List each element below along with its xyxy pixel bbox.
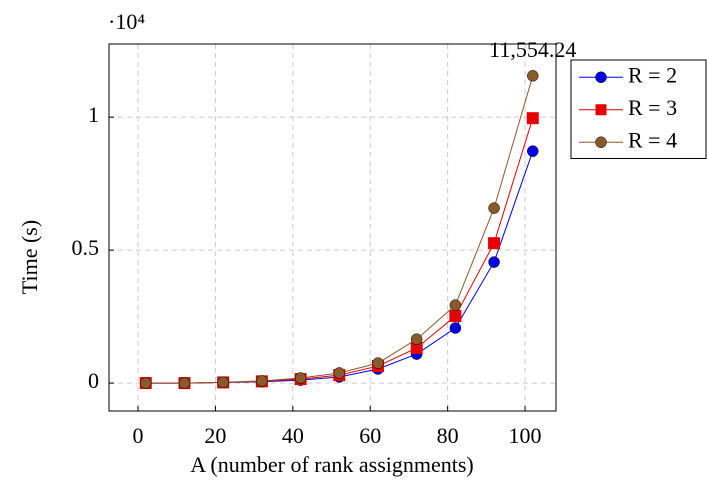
y-tick-label: 0.5 (72, 235, 100, 260)
series-line (145, 118, 534, 384)
y-axis-label: Time (s) (17, 220, 42, 294)
x-tick-label: 20 (204, 423, 226, 448)
x-axis-label: A (number of rank assignments) (190, 452, 474, 477)
legend-label: R = 4 (628, 127, 677, 152)
y-multiplier: ·10⁴ (108, 9, 145, 34)
marker (527, 145, 539, 157)
x-tick-label: 60 (359, 423, 381, 448)
marker (449, 299, 462, 311)
series-line (145, 75, 534, 384)
plot-frame (108, 43, 557, 412)
y-tick-label: 0 (88, 368, 99, 393)
marker (217, 376, 229, 389)
x-tick-label: 80 (437, 423, 459, 448)
marker (526, 112, 539, 125)
x-tick-label: 40 (282, 423, 304, 448)
x-tick-label: 100 (509, 423, 542, 448)
legend-marker (595, 104, 607, 116)
marker (372, 357, 384, 369)
marker (140, 377, 152, 389)
marker (256, 375, 268, 387)
marker (410, 333, 423, 345)
legend-label: R = 3 (628, 95, 677, 120)
legend-label: R = 2 (628, 62, 677, 87)
marker (488, 202, 500, 214)
marker (527, 70, 539, 82)
marker (333, 367, 346, 379)
y-tick-label: 1 (88, 102, 99, 127)
marker (449, 322, 462, 334)
marker (488, 237, 501, 250)
marker (488, 256, 500, 268)
x-tick-label: 0 (133, 423, 144, 448)
marker (449, 310, 462, 323)
series-line (145, 151, 534, 384)
legend-marker (595, 136, 607, 148)
marker (294, 372, 307, 384)
marker (178, 377, 191, 389)
value-label: 11,554.24 (489, 37, 576, 62)
legend-marker (595, 71, 607, 83)
